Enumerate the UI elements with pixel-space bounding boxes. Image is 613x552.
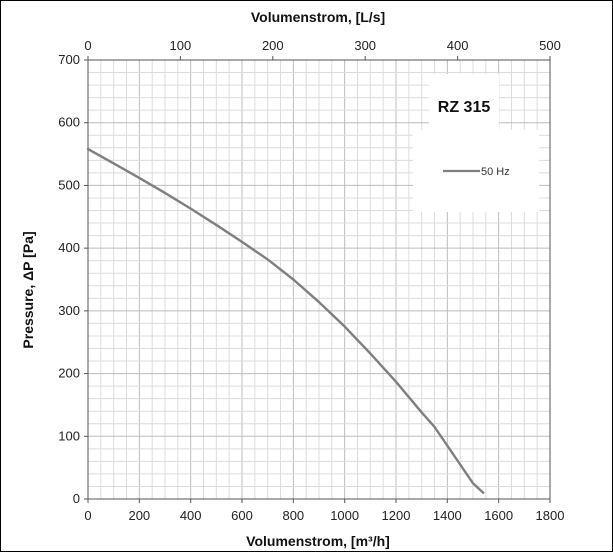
legend-label-50hz: 50 Hz <box>481 166 510 178</box>
y-axis-title: Pressure, ΔP [Pa] <box>20 231 36 348</box>
y-tick-label: 400 <box>58 240 80 255</box>
y-tick-label: 0 <box>73 491 80 506</box>
x-tick-label: 600 <box>231 508 253 523</box>
x2-tick-label: 100 <box>170 38 192 53</box>
series-line-0 <box>86 147 485 494</box>
x-tick-label: 800 <box>282 508 304 523</box>
plot-area <box>87 59 551 500</box>
y-tick-label: 100 <box>58 428 80 443</box>
title-box: RZ 315 <box>429 74 499 130</box>
y-tick-label: 300 <box>58 303 80 318</box>
x2-axis-title: Volumenstrom, [L/s] <box>251 9 385 25</box>
x2-tick-label: 400 <box>447 38 469 53</box>
x-tick-label: 1800 <box>536 508 565 523</box>
chart-title: RZ 315 <box>438 99 491 116</box>
x-tick-label: 400 <box>180 508 202 523</box>
title-box-bg <box>429 74 499 130</box>
legend: 50 Hz <box>413 130 539 212</box>
x2-tick-label: 300 <box>354 38 376 53</box>
x-tick-label: 1600 <box>484 508 513 523</box>
x2-tick-label: 500 <box>539 38 561 53</box>
y-tick-label: 700 <box>58 52 80 67</box>
x-axis-title: Volumenstrom, [m³/h] <box>246 533 390 549</box>
x-tick-label: 1200 <box>382 508 411 523</box>
x2-tick-label: 0 <box>84 38 91 53</box>
x-tick-label: 1400 <box>433 508 462 523</box>
y-tick-label: 600 <box>58 115 80 130</box>
x-tick-label: 1000 <box>330 508 359 523</box>
x-tick-label: 200 <box>128 508 150 523</box>
x2-tick-label: 200 <box>262 38 284 53</box>
series-layer <box>86 147 485 494</box>
y-tick-label: 500 <box>58 177 80 192</box>
y-tick-label: 200 <box>58 366 80 381</box>
x-tick-label: 0 <box>84 508 91 523</box>
